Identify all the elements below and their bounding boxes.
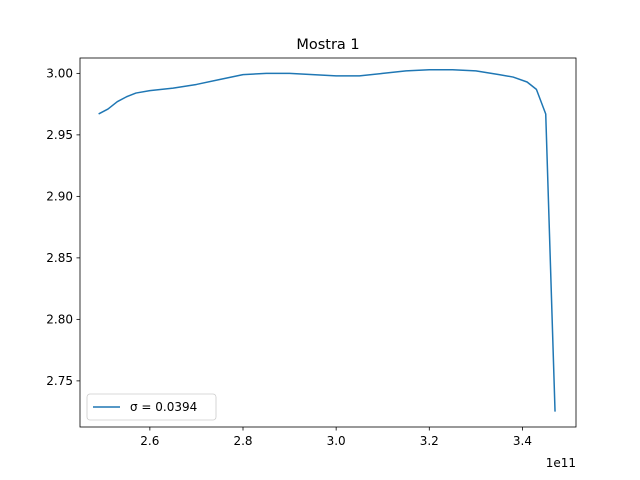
- chart-title: Mostra 1: [296, 37, 359, 53]
- axes-frame: [79, 57, 577, 428]
- x-tick-label: 2.8: [233, 434, 252, 448]
- y-tick-label: 2.80: [46, 313, 73, 327]
- y-axis: 2.75 2.80 2.85 2.90 2.95 3.00: [46, 67, 80, 388]
- y-tick-label: 2.95: [46, 128, 73, 142]
- x-tick-label: 3.2: [420, 434, 439, 448]
- x-axis: 2.6 2.8 3.0 3.2 3.4: [140, 427, 532, 448]
- x-tick-label: 2.6: [140, 434, 159, 448]
- y-tick-label: 2.90: [46, 190, 73, 204]
- legend-entry-label: σ = 0.0394: [130, 400, 197, 414]
- y-tick-label: 3.00: [46, 67, 73, 81]
- x-tick-label: 3.4: [513, 434, 532, 448]
- y-tick-label: 2.75: [46, 374, 73, 388]
- legend: σ = 0.0394: [86, 393, 217, 421]
- legend-box: [86, 393, 217, 421]
- x-offset-label: 1e11: [546, 456, 576, 470]
- plot-area: 2.75 2.80 2.85 2.90 2.95 3.00 2.6 2.8 3.0 3.2 3.4: [46, 57, 577, 448]
- series-line: [98, 68, 556, 412]
- y-tick-label: 2.85: [46, 251, 73, 265]
- x-tick-label: 3.0: [327, 434, 346, 448]
